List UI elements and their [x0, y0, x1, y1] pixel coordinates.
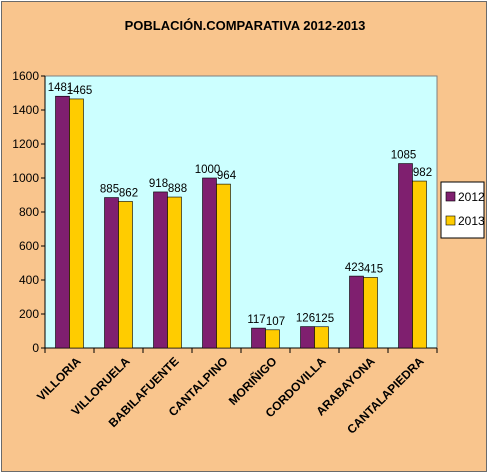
data-label: 423	[345, 262, 364, 274]
data-labels: 1481 885 918 1000 117 126 423 1085 1465 862 888 964…	[48, 82, 432, 328]
data-label: 1465	[67, 85, 93, 97]
data-label: 888	[168, 183, 187, 195]
bar-2013	[314, 326, 329, 349]
data-label: 125	[315, 313, 334, 325]
legend-box	[440, 181, 485, 239]
y-axis: 0 200 400 600 800 1000 1200 1400 1600	[12, 69, 46, 355]
bar-2013	[69, 98, 84, 349]
bar-2013	[118, 201, 133, 349]
data-label: 1000	[195, 164, 221, 176]
data-label: 885	[100, 184, 119, 196]
y-tick-label: 0	[32, 341, 39, 355]
bar-2012	[300, 326, 315, 349]
bar-2012	[349, 275, 364, 349]
plot-area	[44, 75, 438, 349]
x-tick-label: MORIÑIGO	[225, 354, 279, 408]
bar-2013	[265, 329, 280, 349]
y-tick-label: 600	[19, 239, 39, 253]
data-label: 1481	[48, 82, 74, 94]
x-tick-label: VILLORIA	[34, 354, 84, 404]
y-tick-label: 1600	[12, 69, 39, 83]
bar-2012	[202, 177, 217, 349]
data-label: 1085	[391, 150, 417, 162]
bar-2013	[216, 183, 231, 349]
bar-2013	[412, 180, 427, 349]
bar-2012	[251, 327, 266, 349]
data-label: 415	[364, 263, 383, 275]
data-label: 982	[413, 167, 432, 179]
y-tick-label: 1400	[12, 103, 39, 117]
data-label: 126	[296, 313, 315, 325]
bar-2012	[153, 191, 168, 349]
y-tick-label: 1200	[12, 137, 39, 151]
y-tick-label: 1000	[12, 171, 39, 185]
data-label: 117	[247, 314, 265, 326]
bar-2012	[55, 95, 70, 349]
data-label: 918	[149, 178, 168, 190]
y-tick-label: 400	[19, 273, 39, 287]
x-axis: VILLORIAVILLORUELABABILAFUENTECANTALPINO…	[34, 347, 438, 437]
y-tick-label: 800	[19, 205, 39, 219]
data-label: 862	[119, 187, 138, 199]
legend-swatch-2012	[445, 191, 456, 202]
legend: 2012 2013	[440, 181, 485, 239]
data-label: 964	[217, 170, 237, 182]
legend-swatch-2013	[445, 215, 456, 226]
legend-label: 2012	[458, 190, 485, 204]
bar-2013	[363, 277, 378, 349]
bars	[55, 95, 427, 349]
bar-2012	[398, 163, 413, 349]
chart-title: POBLACIÓN.COMPARATIVA 2012-2013	[125, 18, 366, 33]
bar-2013	[167, 196, 182, 349]
data-label: 107	[266, 316, 285, 328]
y-tick-label: 200	[19, 307, 39, 321]
legend-label: 2013	[458, 214, 485, 228]
bar-2012	[104, 197, 119, 349]
